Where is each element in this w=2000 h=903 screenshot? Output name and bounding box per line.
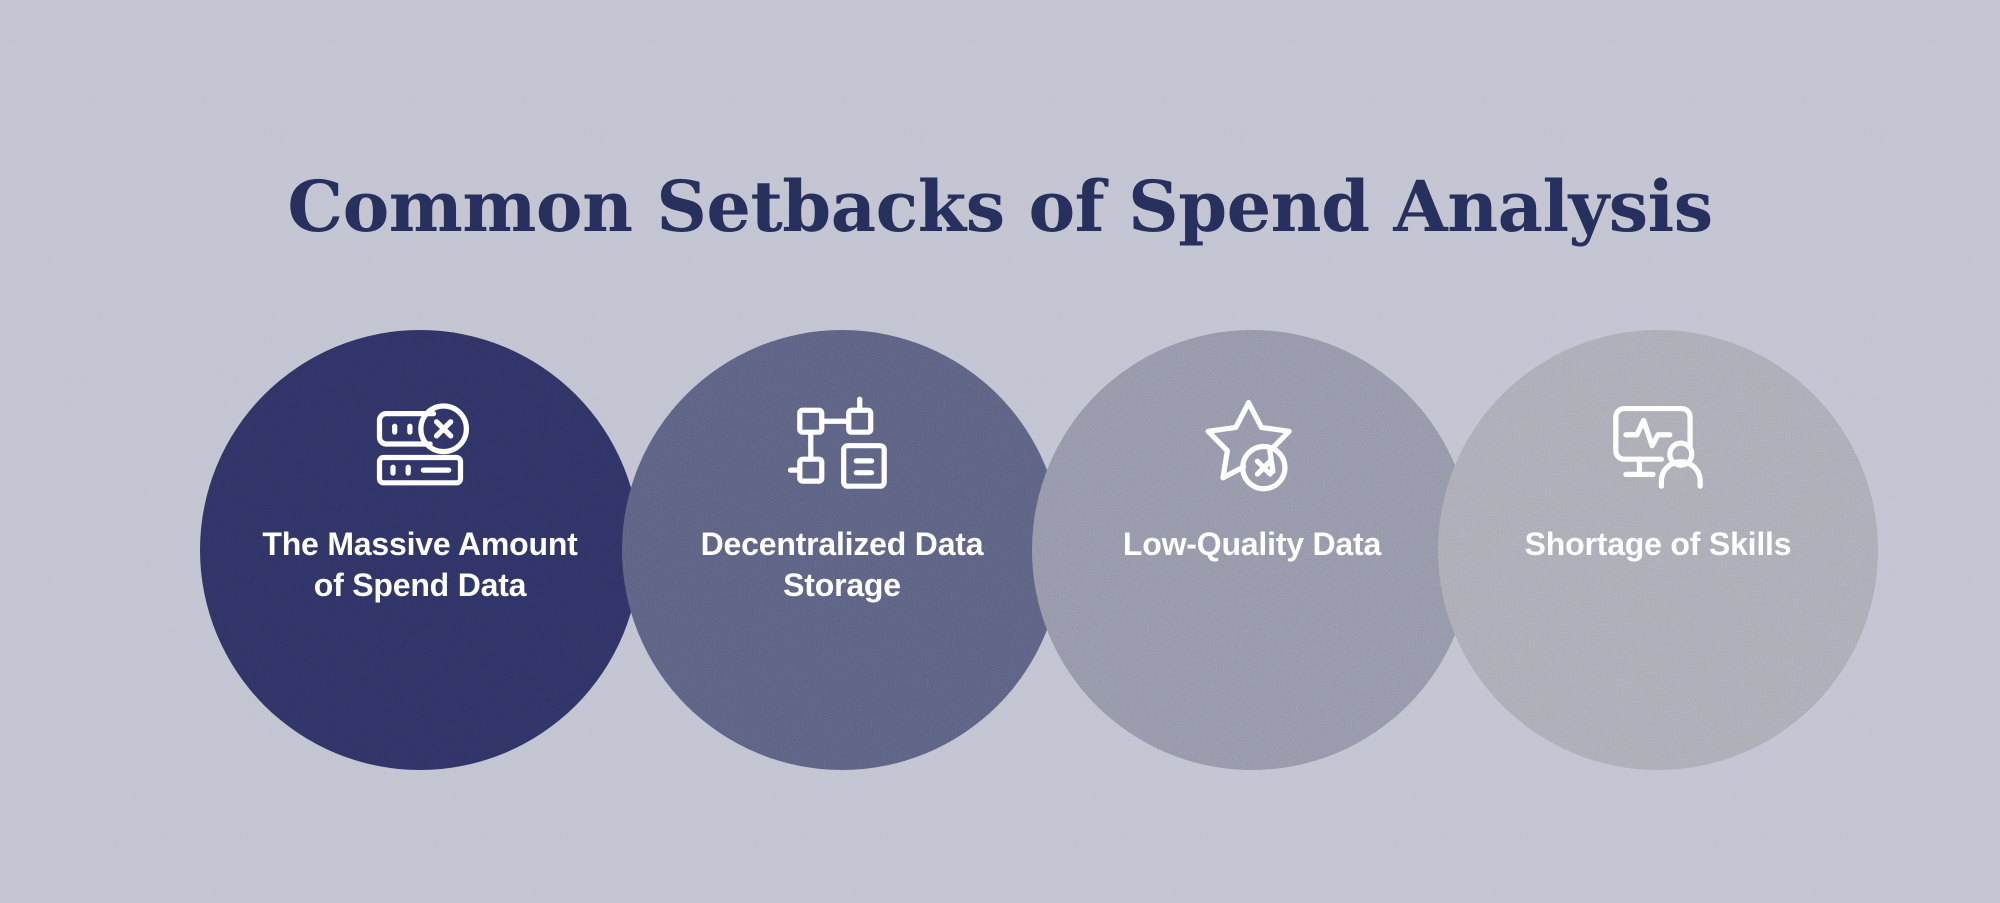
setback-circle-massive-spend-data[interactable]: The Massive Amount of Spend Data — [200, 330, 640, 770]
setback-circle-low-quality-data[interactable]: Low-Quality Data — [1032, 330, 1472, 770]
star-error-icon — [1192, 388, 1312, 500]
setback-circle-label: Low-Quality Data — [1122, 526, 1382, 562]
setback-circle-label: Shortage of Skills — [1524, 526, 1792, 562]
page-title: Common Setbacks of Spend Analysis — [287, 164, 1713, 248]
setback-circles-row: The Massive Amount of Spend Data — [0, 330, 2000, 775]
server-error-icon — [360, 388, 480, 500]
setback-circle-shortage-of-skills[interactable]: Shortage of Skills — [1438, 330, 1878, 770]
setback-circle-decentralized-storage[interactable]: Decentralized Data Storage — [622, 330, 1062, 770]
monitor-analytics-person-icon — [1598, 388, 1718, 500]
setback-circle-label: The Massive Amount of Spend Data — [262, 526, 578, 603]
node-network-document-icon — [782, 388, 902, 500]
setback-circle-label: Decentralized Data Storage — [700, 526, 984, 603]
